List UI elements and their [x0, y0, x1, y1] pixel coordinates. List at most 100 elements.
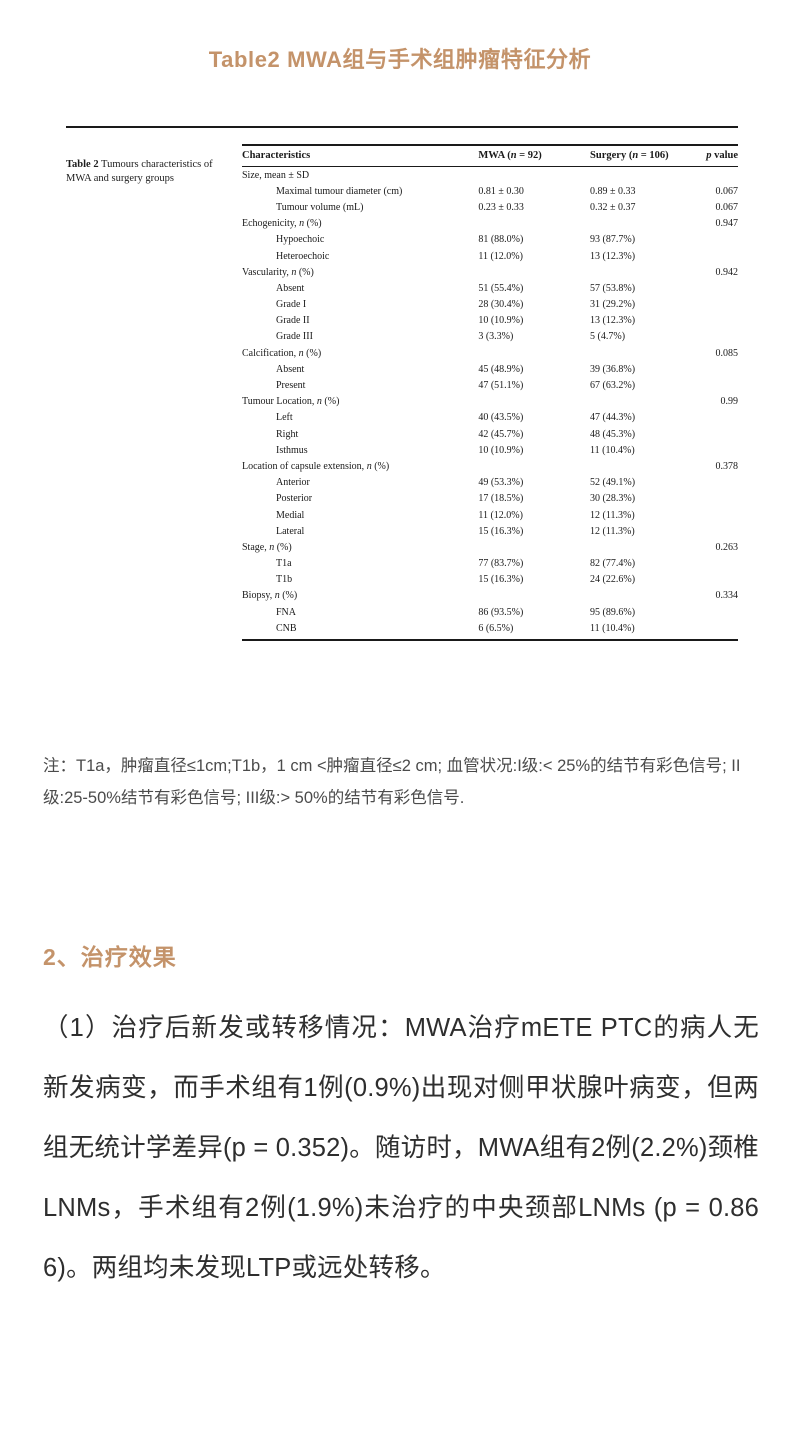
cell-mwa: 40 (43.5%): [478, 412, 524, 424]
cell-p-value: 0.263: [715, 541, 739, 553]
row-label: Lateral: [276, 525, 305, 537]
row-label: Stage, n (%): [242, 541, 292, 553]
column-header-characteristics: Characteristics: [242, 144, 477, 167]
column-header-mwa: MWA (n = 92): [476, 144, 589, 167]
cell-surgery: 82 (77.4%): [590, 558, 636, 570]
table-caption-text: Tumours characteristics of MWA and surge…: [66, 159, 213, 185]
cell-surgery: 30 (28.3%): [590, 493, 636, 505]
cell-surgery: [588, 167, 706, 184]
cell-surgery: 95 (89.6%): [590, 606, 636, 618]
cell-surgery: [588, 394, 706, 410]
cell-p-value: 0.334: [715, 590, 739, 602]
cell-surgery: 12 (11.3%): [590, 525, 635, 537]
table-row: Hypoechoic 81 (88.0%) 93 (87.7%): [242, 232, 738, 248]
cell-mwa: [476, 264, 588, 280]
table-row: Echogenicity, n (%) 0.947: [242, 216, 738, 232]
table-row: Location of capsule extension, n (%) 0.37…: [242, 458, 738, 474]
table-row: CNB 6 (6.5%) 11 (10.4%): [242, 620, 738, 641]
cell-mwa: 6 (6.5%): [476, 620, 589, 641]
cell-surgery: 52 (49.1%): [590, 477, 636, 489]
row-label: Maximal tumour diameter (cm): [276, 185, 403, 197]
cell-mwa: 0.23 ± 0.33: [478, 201, 524, 213]
cell-p-value: [706, 313, 738, 329]
cell-p-value: 0.067: [715, 185, 739, 197]
table-row: FNA 86 (93.5%) 95 (89.6%): [242, 604, 738, 620]
table-figure: Table 2 Tumours characteristics of MWA a…: [66, 126, 738, 641]
cell-p-value: [706, 248, 738, 264]
row-label: Grade I: [276, 299, 307, 311]
table-row: Medial 11 (12.0%) 12 (11.3%): [242, 507, 738, 523]
cell-p-value: 0.942: [715, 266, 739, 278]
cell-mwa: 10 (10.9%): [478, 315, 524, 327]
cell-surgery: 0.32 ± 0.37: [590, 201, 636, 213]
cell-p-value: 0.085: [715, 347, 739, 359]
cell-mwa: 3 (3.3%): [478, 331, 514, 343]
cell-surgery: 12 (11.3%): [590, 509, 635, 521]
cell-mwa: 77 (83.7%): [478, 558, 524, 570]
cell-surgery: 57 (53.8%): [590, 282, 636, 294]
cell-mwa: 28 (30.4%): [478, 299, 524, 311]
table-row: Anterior 49 (53.3%) 52 (49.1%): [242, 475, 738, 491]
row-label: Isthmus: [276, 444, 308, 456]
table-row: Size, mean ± SD: [242, 167, 738, 184]
cell-mwa: 81 (88.0%): [478, 234, 524, 246]
table-row: Maximal tumour diameter (cm) 0.81 ± 0.30 0…: [242, 183, 738, 199]
cell-mwa: 42 (45.7%): [478, 428, 524, 440]
cell-p-value: 0.067: [715, 201, 739, 213]
table-head: Characteristics MWA (n = 92) Surgery (n …: [242, 144, 738, 167]
row-label: Calcification, n (%): [242, 347, 322, 359]
table-row: Grade I 28 (30.4%) 31 (29.2%): [242, 297, 738, 313]
cell-mwa: 11 (12.0%): [478, 250, 523, 262]
cell-p-value: [706, 572, 738, 588]
cell-mwa: [476, 167, 588, 184]
cell-surgery: [588, 216, 706, 232]
cell-mwa: 15 (16.3%): [478, 525, 524, 537]
row-label: Right: [276, 428, 299, 440]
row-label: Absent: [276, 363, 305, 375]
tumour-characteristics-table: Characteristics MWA (n = 92) Surgery (n …: [242, 144, 738, 641]
cell-p-value: [706, 620, 738, 641]
table-row: Left 40 (43.5%) 47 (44.3%): [242, 410, 738, 426]
row-label: Tumour volume (mL): [276, 201, 364, 213]
cell-p-value: [706, 442, 738, 458]
cell-p-value: [706, 280, 738, 296]
cell-mwa: [476, 345, 588, 361]
table-row: Absent 51 (55.4%) 57 (53.8%): [242, 280, 738, 296]
cell-p-value: 0.947: [715, 218, 739, 230]
cell-p-value: [706, 475, 738, 491]
row-label: Medial: [276, 509, 305, 521]
cell-p-value: [706, 329, 738, 345]
cell-surgery: [588, 588, 706, 604]
row-label: FNA: [276, 606, 297, 618]
cell-surgery: 67 (63.2%): [590, 380, 636, 392]
cell-mwa: 49 (53.3%): [478, 477, 524, 489]
table-wrapper: Characteristics MWA (n = 92) Surgery (n …: [242, 144, 738, 641]
figure-top-divider: [66, 126, 738, 128]
column-header-p-value: p value: [706, 144, 738, 167]
table-row: Vascularity, n (%) 0.942: [242, 264, 738, 280]
table-row: Heteroechoic 11 (12.0%) 13 (12.3%): [242, 248, 738, 264]
table-note: 注：T1a，肿瘤直径≤1cm;T1b，1 cm <肿瘤直径≤2 cm; 血管状况…: [43, 757, 741, 807]
table-row: Tumour volume (mL) 0.23 ± 0.33 0.32 ± 0.37…: [242, 199, 738, 215]
row-label: Tumour Location, n (%): [242, 396, 340, 408]
cell-surgery: 24 (22.6%): [590, 574, 636, 586]
cell-mwa: 51 (55.4%): [478, 282, 524, 294]
cell-mwa: 45 (48.9%): [478, 363, 524, 375]
cell-surgery: [588, 458, 706, 474]
figure-body: Table 2 Tumours characteristics of MWA a…: [66, 128, 738, 641]
table-header-row: Characteristics MWA (n = 92) Surgery (n …: [242, 144, 738, 167]
cell-surgery: [588, 345, 706, 361]
cell-p-value: 0.99: [720, 396, 739, 408]
cell-mwa: [476, 394, 588, 410]
row-label: Location of capsule extension, n (%): [242, 460, 390, 472]
cell-mwa: 11 (12.0%): [478, 509, 523, 521]
cell-p-value: [706, 556, 738, 572]
table-row: Grade III 3 (3.3%) 5 (4.7%): [242, 329, 738, 345]
cell-p-value: [706, 297, 738, 313]
row-label: Posterior: [276, 493, 313, 505]
row-label: Anterior: [276, 477, 310, 489]
table-row: Calcification, n (%) 0.085: [242, 345, 738, 361]
cell-mwa: 10 (10.9%): [478, 444, 524, 456]
row-label: Heteroechoic: [276, 250, 330, 262]
table-row: T1a 77 (83.7%) 82 (77.4%): [242, 556, 738, 572]
